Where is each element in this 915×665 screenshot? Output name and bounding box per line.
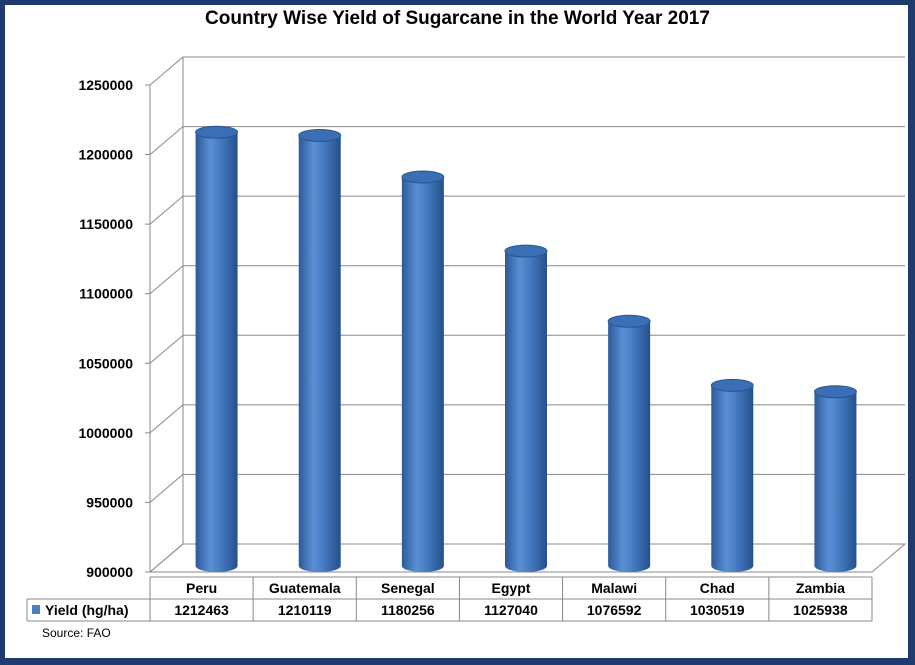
bar-egypt [504, 244, 548, 572]
bar-body [608, 321, 651, 572]
bar-body [505, 251, 547, 572]
bar-top [401, 170, 445, 184]
gridline-diagonal [149, 265, 184, 295]
bar-body [298, 135, 341, 572]
bar-top [298, 128, 342, 142]
gridline-diagonal [149, 56, 184, 86]
y-tick-label: 1200000 [78, 147, 133, 163]
data-label: 1030519 [690, 602, 745, 618]
gridline-diagonal [149, 404, 184, 434]
bars [195, 125, 857, 573]
data-label: 1180256 [381, 602, 435, 618]
y-tick-label: 1250000 [78, 77, 133, 93]
gridline-diagonal [149, 334, 184, 364]
bar-body [814, 391, 857, 572]
source-note: Source: FAO [42, 626, 111, 640]
x-tick-label: Senegal [381, 580, 435, 596]
bar-chad [710, 378, 754, 572]
bar-malawi [607, 314, 651, 572]
bar-peru [195, 125, 239, 573]
x-tick-label: Guatemala [269, 580, 341, 596]
gridline-diagonal [149, 126, 184, 155]
gridline-diagonal [149, 474, 184, 503]
gridline-diagonal [149, 195, 184, 225]
y-tick-label: 1150000 [79, 216, 133, 232]
bar-top [607, 314, 651, 328]
data-label: 1127040 [484, 602, 538, 618]
bar-top [710, 378, 754, 392]
gridline-diagonal [149, 543, 184, 573]
data-label: 1076592 [587, 602, 642, 618]
bar-body [195, 132, 238, 573]
bar-top [813, 385, 857, 399]
y-tick-label: 950000 [86, 494, 133, 510]
data-table: Peru Guatemala Senegal Egypt Malawi Chad Zambi… [26, 576, 873, 622]
bar-body [401, 177, 444, 572]
x-tick-label: Zambia [796, 580, 845, 596]
data-label: 1025938 [793, 602, 848, 618]
data-label: 1210119 [278, 602, 332, 618]
bar-senegal [401, 170, 445, 572]
x-tick-label: Chad [700, 580, 735, 596]
y-tick-label: 1100000 [79, 286, 133, 302]
bar-zambia [813, 385, 857, 572]
y-axis-ticks: 900000 950000 1000000 1050000 1100000 1150000… [78, 77, 150, 580]
bar-top [504, 244, 548, 258]
y-tick-label: 1050000 [78, 355, 133, 371]
legend-label: Yield (hg/ha) [45, 602, 128, 618]
x-tick-label: Peru [186, 580, 217, 596]
data-label: 1212463 [174, 602, 229, 618]
x-tick-label: Malawi [591, 580, 637, 596]
bar-top [195, 125, 239, 139]
bar-guatemala [298, 128, 342, 572]
x-tick-label: Egypt [492, 580, 531, 596]
bar-body [711, 385, 754, 572]
y-tick-label: 900000 [86, 564, 133, 580]
legend-swatch [32, 605, 40, 614]
chart-title: Country Wise Yield of Sugarcane in the W… [205, 8, 710, 29]
y-tick-label: 1000000 [78, 425, 133, 441]
